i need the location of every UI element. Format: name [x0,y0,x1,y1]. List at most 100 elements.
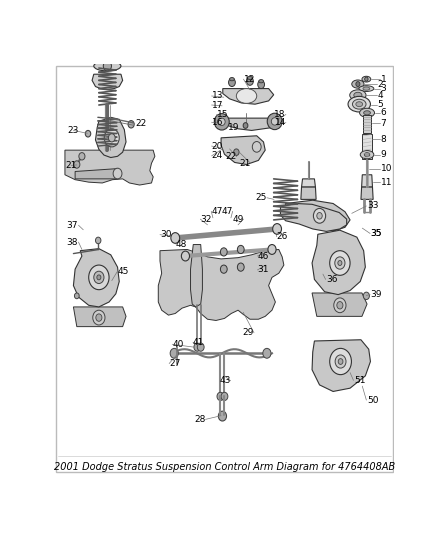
Polygon shape [312,340,371,391]
Polygon shape [301,179,315,187]
Circle shape [365,77,368,81]
Circle shape [268,245,276,254]
Text: 6: 6 [381,108,386,117]
Text: 43: 43 [219,376,230,385]
Polygon shape [301,187,316,199]
Text: 20: 20 [212,142,223,150]
Text: 36: 36 [326,275,338,284]
Text: 35: 35 [371,229,382,238]
Ellipse shape [348,96,371,112]
Circle shape [237,245,244,254]
Text: 5: 5 [378,100,383,109]
Polygon shape [75,168,121,179]
Polygon shape [362,134,372,159]
Polygon shape [92,74,123,90]
Ellipse shape [352,80,364,88]
Polygon shape [65,150,155,185]
Circle shape [317,213,322,219]
Circle shape [95,237,101,244]
Text: 3: 3 [381,84,386,93]
Text: 28: 28 [194,415,205,424]
Text: 21: 21 [239,159,251,168]
Text: 32: 32 [200,215,212,224]
Circle shape [334,298,346,313]
Circle shape [96,314,102,321]
Text: 47: 47 [211,207,223,216]
Circle shape [88,265,109,290]
Text: 38: 38 [66,238,78,247]
Ellipse shape [271,118,278,125]
Circle shape [330,251,350,276]
Circle shape [258,80,265,88]
Text: 50: 50 [367,395,378,405]
Ellipse shape [219,118,225,126]
Text: 9: 9 [381,150,386,159]
Circle shape [108,134,115,142]
Circle shape [233,149,239,156]
Circle shape [103,61,111,71]
Circle shape [93,310,105,325]
Circle shape [113,168,122,179]
Ellipse shape [94,61,121,71]
Polygon shape [191,245,202,307]
Ellipse shape [230,77,234,81]
Text: 46: 46 [258,252,269,261]
Circle shape [220,248,227,256]
Circle shape [170,349,178,358]
Circle shape [220,265,227,273]
Text: 39: 39 [371,290,382,299]
Text: 2: 2 [378,79,383,88]
Text: 8: 8 [381,135,386,144]
Circle shape [335,355,346,368]
Circle shape [229,78,235,86]
Circle shape [221,392,228,400]
Ellipse shape [356,102,363,107]
Circle shape [273,224,282,235]
Circle shape [217,392,224,400]
Ellipse shape [247,76,252,79]
Text: 37: 37 [66,221,78,230]
Text: 16: 16 [212,118,223,127]
Text: 2001 Dodge Stratus Suspension Control Arm Diagram for 4764408AB: 2001 Dodge Stratus Suspension Control Ar… [54,462,395,472]
Text: 25: 25 [255,193,267,202]
Polygon shape [221,136,265,165]
Circle shape [335,257,345,269]
Ellipse shape [214,114,229,130]
Ellipse shape [259,79,264,83]
Polygon shape [361,187,373,199]
Circle shape [197,343,204,351]
Text: 27: 27 [169,359,180,368]
Text: 29: 29 [243,328,254,337]
Ellipse shape [364,152,370,157]
Text: 48: 48 [176,240,187,248]
Text: 19: 19 [227,123,239,132]
Ellipse shape [359,86,374,92]
Circle shape [85,131,91,137]
Circle shape [237,263,244,271]
Circle shape [337,302,343,309]
Text: 11: 11 [381,177,392,187]
Polygon shape [286,200,350,231]
Ellipse shape [237,88,257,103]
Circle shape [74,293,79,298]
Ellipse shape [354,92,362,98]
Polygon shape [95,117,126,158]
Circle shape [252,142,261,152]
Circle shape [243,123,248,128]
Text: 22: 22 [226,152,237,161]
Ellipse shape [360,108,374,117]
Text: 12: 12 [244,75,255,84]
Polygon shape [363,115,371,133]
Ellipse shape [360,150,374,159]
Text: 24: 24 [212,151,223,160]
Ellipse shape [363,87,370,90]
Text: 17: 17 [212,101,223,109]
Text: 23: 23 [67,126,79,135]
Text: 21: 21 [65,161,76,170]
Text: 51: 51 [354,376,366,385]
Text: 41: 41 [193,338,204,347]
Ellipse shape [353,99,366,109]
Circle shape [74,161,80,168]
Circle shape [338,261,342,265]
Polygon shape [74,248,119,307]
